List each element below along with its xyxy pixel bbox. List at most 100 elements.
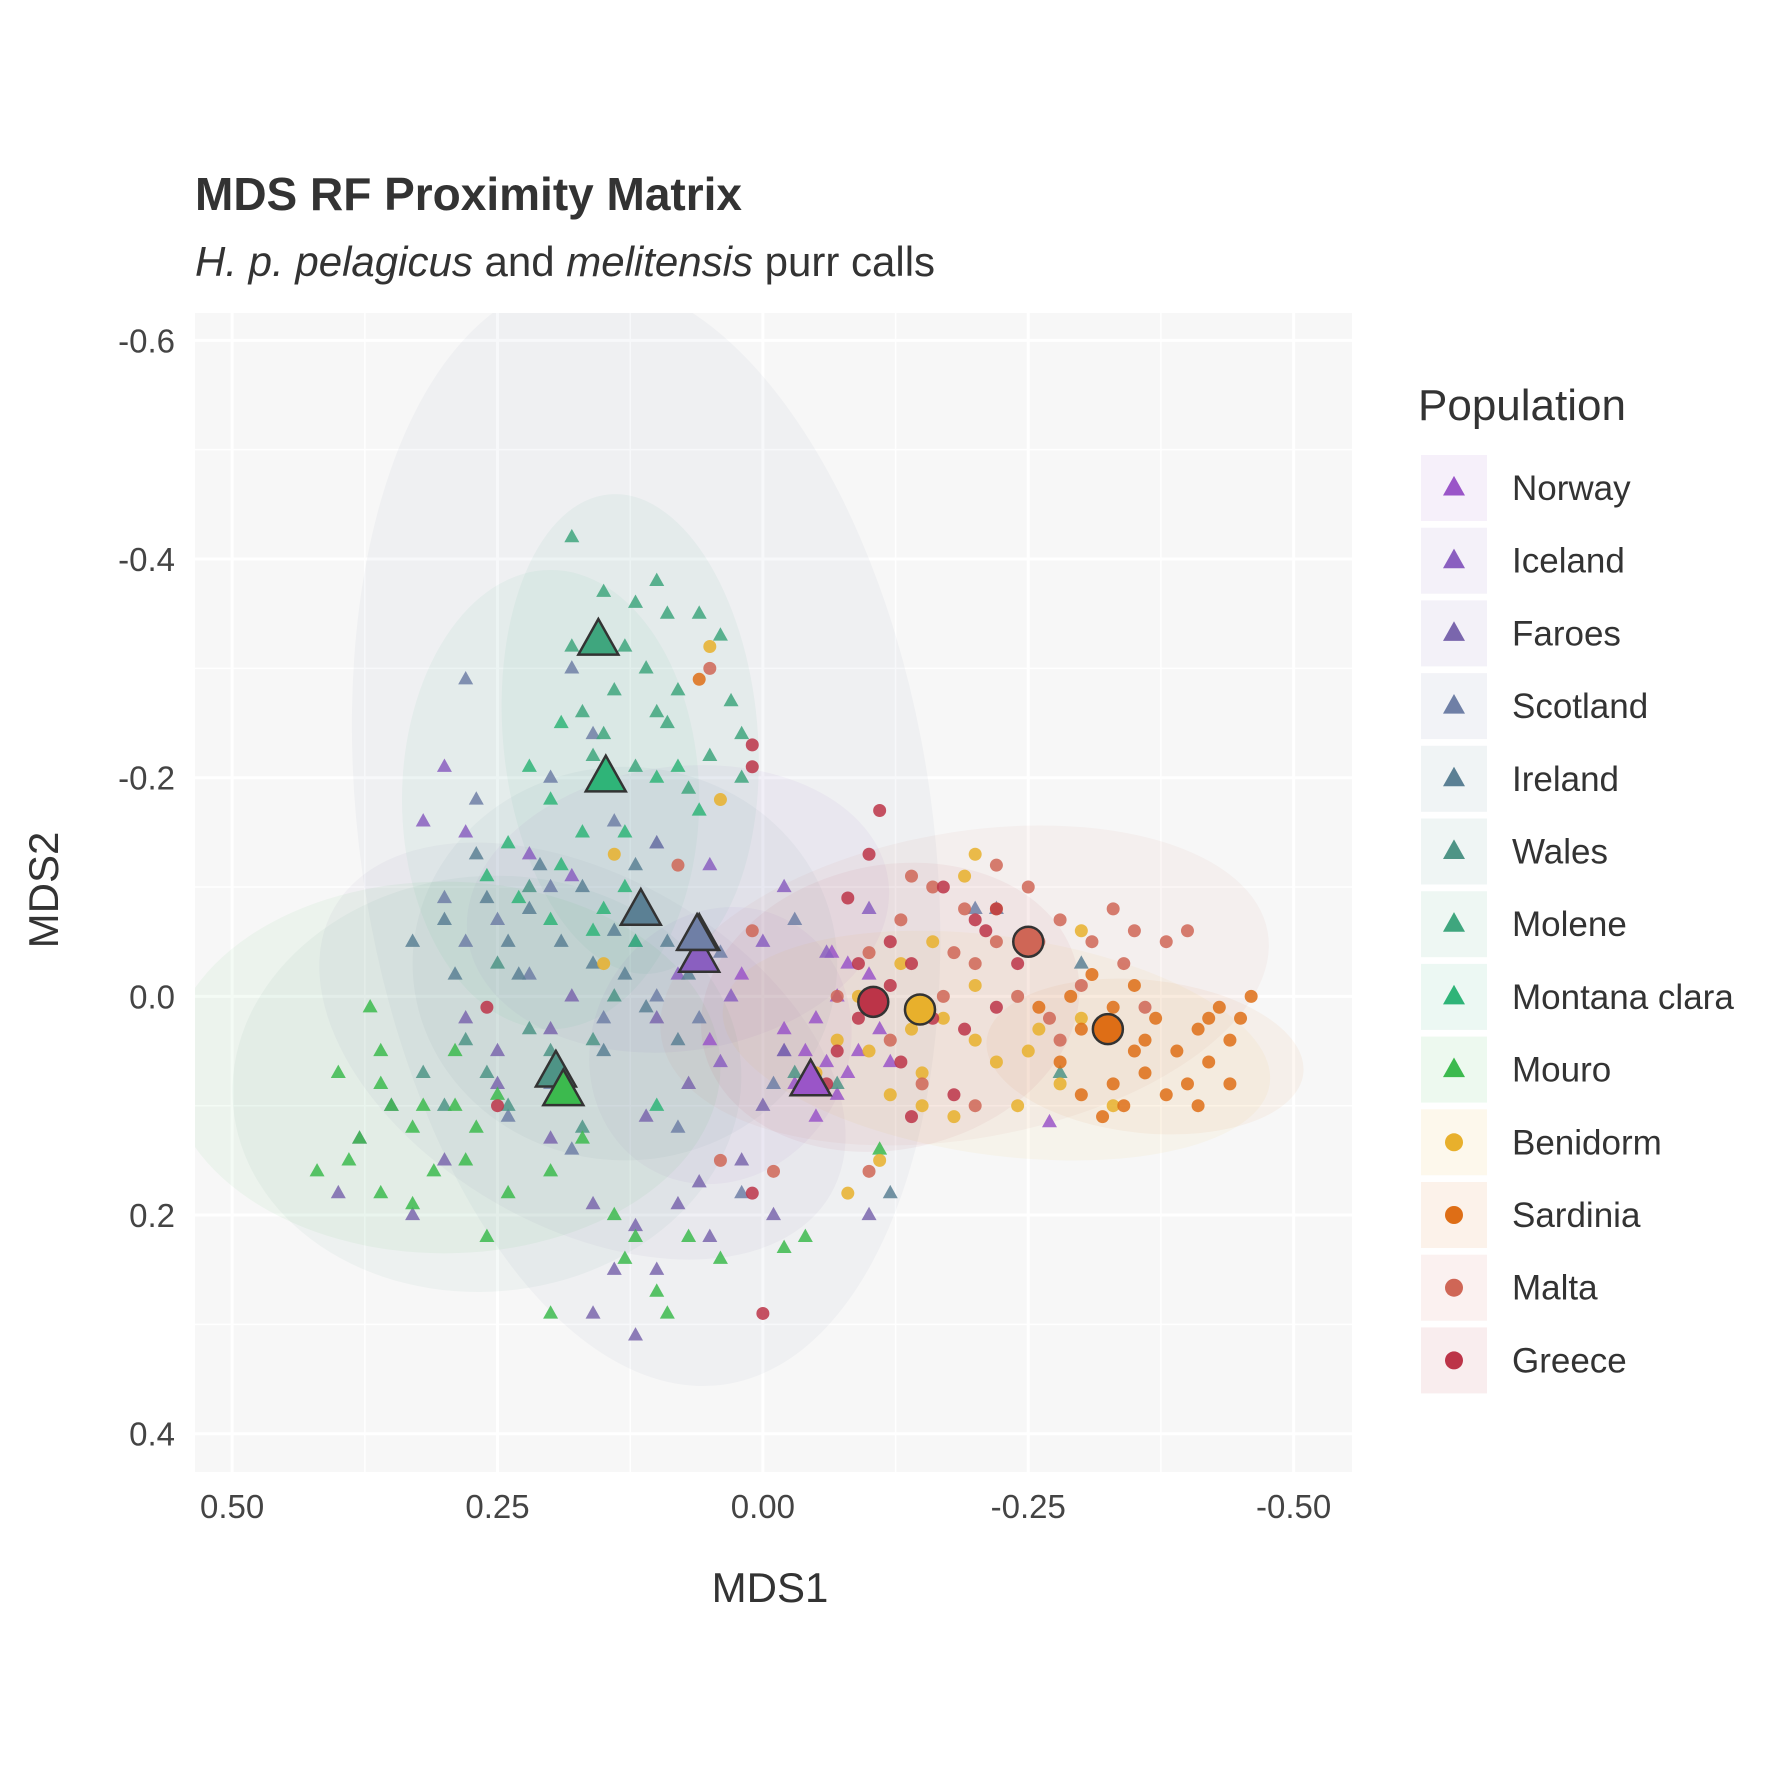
centroid-mouro: [541, 1066, 586, 1107]
point-iceland: [564, 867, 580, 882]
legend-key-triangle: [1443, 912, 1465, 932]
point-scotland: [564, 660, 580, 674]
y-tick-label: 0.4: [129, 1416, 175, 1453]
point-ireland: [511, 966, 527, 980]
point-malta: [862, 1164, 876, 1178]
point-scotland: [500, 1108, 516, 1122]
point-wales: [521, 878, 537, 893]
point-montana-clara: [543, 911, 559, 925]
point-mouro: [447, 1042, 463, 1057]
point-scotland: [596, 1009, 612, 1024]
point-benidorm: [958, 869, 972, 883]
point-ireland: [596, 1042, 612, 1057]
legend-title: Population: [1418, 381, 1626, 430]
point-malta: [671, 858, 685, 872]
legend-item-mouro: Mouro: [1421, 1036, 1611, 1103]
legend-key-circle: [1445, 1206, 1463, 1224]
centroid-ireland: [618, 886, 663, 926]
point-wales: [415, 1064, 431, 1079]
point-molene: [691, 605, 707, 619]
point-greece: [958, 1022, 972, 1036]
point-scotland: [585, 725, 601, 740]
centroid-montana-clara: [583, 753, 628, 793]
point-mouro: [405, 1195, 421, 1210]
point-molene: [734, 725, 750, 740]
point-mouro: [373, 1184, 389, 1199]
point-benidorm: [1032, 1022, 1046, 1036]
centroid-malta: [1012, 925, 1045, 958]
point-sardinia: [1053, 1055, 1067, 1069]
point-benidorm: [904, 1022, 918, 1036]
point-benidorm: [703, 639, 717, 653]
ellipse-norway: [589, 906, 852, 1185]
point-sardinia: [1223, 1077, 1237, 1091]
legend-item-benidorm: Benidorm: [1421, 1109, 1662, 1176]
point-mouro: [447, 1097, 463, 1111]
x-tick-label: -0.50: [1256, 1488, 1331, 1525]
point-ireland: [405, 933, 421, 947]
point-molene: [659, 714, 675, 729]
point-sardinia: [1191, 1099, 1205, 1113]
point-benidorm: [968, 847, 982, 861]
point-faroes: [628, 1217, 644, 1232]
ellipse-mouro: [195, 881, 721, 1254]
point-faroes: [436, 1152, 452, 1166]
point-wales: [521, 1020, 537, 1035]
point-benidorm: [862, 1044, 876, 1058]
legend-key-circle: [1445, 1133, 1463, 1152]
point-scotland: [606, 813, 622, 827]
point-scotland: [468, 791, 484, 805]
panel-background: [195, 313, 1352, 1472]
legend-label: Greece: [1512, 1341, 1627, 1380]
point-molene: [659, 605, 675, 619]
legend-label: Faroes: [1512, 614, 1621, 653]
point-mouro: [628, 1228, 644, 1243]
point-benidorm: [926, 935, 940, 949]
point-faroes: [458, 1009, 474, 1024]
point-sardinia: [1202, 1055, 1216, 1069]
point-malta: [1021, 880, 1035, 894]
point-norway: [1041, 1113, 1057, 1128]
legend-key-triangle: [1443, 621, 1465, 641]
point-benidorm: [873, 1153, 887, 1167]
point-molene: [585, 747, 601, 761]
point-malta: [1127, 924, 1141, 938]
point-malta: [1085, 935, 1099, 949]
point-sardinia: [1202, 1011, 1216, 1025]
x-axis-label: MDS1: [712, 1564, 829, 1611]
point-sardinia: [1159, 1088, 1173, 1102]
point-faroes: [564, 988, 580, 1002]
point-molene: [638, 660, 654, 674]
point-norway: [776, 1020, 792, 1035]
point-iceland: [723, 988, 739, 1002]
point-iceland: [776, 878, 792, 893]
legend-key-triangle: [1443, 839, 1465, 860]
point-scotland: [967, 900, 983, 915]
point-wales: [436, 1097, 452, 1111]
point-malta: [1106, 902, 1120, 916]
point-molene: [564, 638, 580, 652]
point-sardinia: [1127, 978, 1141, 992]
point-scotland: [458, 933, 474, 947]
point-benidorm: [989, 1055, 1003, 1069]
point-sardinia: [1180, 1077, 1194, 1091]
point-malta: [915, 1077, 929, 1091]
point-molene: [734, 769, 750, 783]
point-scotland: [543, 769, 559, 783]
point-malta: [830, 989, 844, 1003]
point-montana-clara: [553, 856, 569, 871]
point-faroes: [649, 1261, 665, 1275]
point-molene: [606, 681, 622, 696]
legend-label: Norway: [1512, 469, 1631, 508]
point-scotland: [521, 966, 537, 980]
point-mouro: [458, 1152, 474, 1166]
point-faroes: [585, 1195, 601, 1210]
point-greece: [883, 978, 897, 992]
point-molene: [649, 703, 665, 718]
point-greece: [862, 847, 876, 861]
legend-label: Malta: [1512, 1269, 1598, 1308]
centroid-molene: [576, 616, 621, 656]
point-scotland: [458, 671, 474, 685]
point-mouro: [606, 1206, 622, 1221]
